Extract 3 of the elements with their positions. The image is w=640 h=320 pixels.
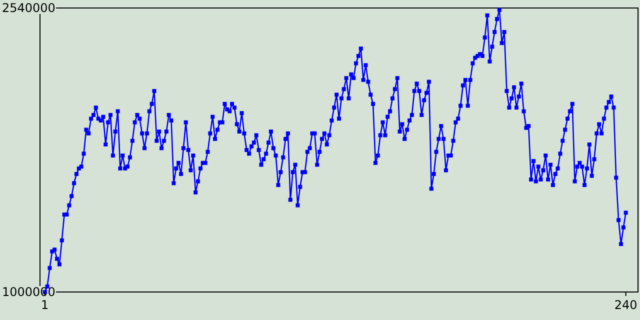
x-tick-label: 240: [614, 298, 638, 312]
y-tick-label: 2540000: [2, 1, 56, 15]
x-tick-label: 1: [41, 298, 49, 312]
